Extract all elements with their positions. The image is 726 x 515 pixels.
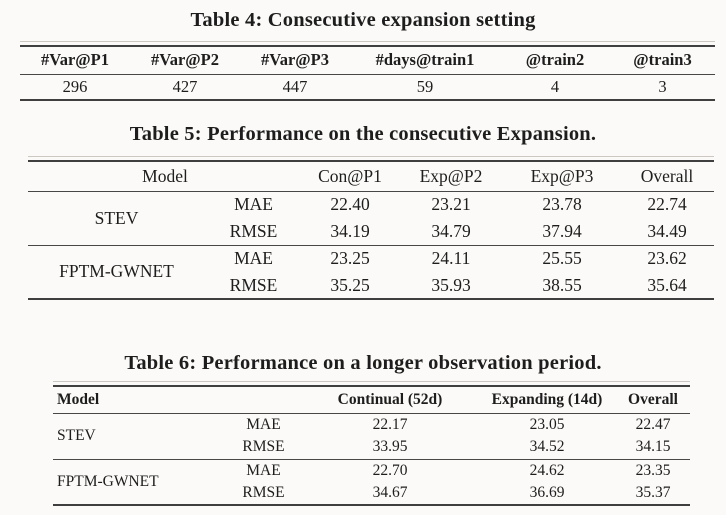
table4-container: #Var@P1 #Var@P2 #Var@P3 #days@train1 @tr… — [20, 41, 715, 101]
table4-header-days-train1: #days@train1 — [375, 50, 475, 70]
table5-caption: Table 5: Performance on the consecutive … — [129, 123, 597, 145]
table5-header-model: Model — [142, 165, 188, 186]
table-cell: 37.94 — [542, 220, 582, 241]
table4-header-train2: @train2 — [525, 50, 585, 70]
table-cell: 35.37 — [635, 484, 671, 501]
table4: #Var@P1 #Var@P2 #Var@P3 #days@train1 @tr… — [20, 45, 715, 101]
table5-row-stev-rmse: RMSE 34.19 34.79 37.94 34.49 — [28, 218, 715, 245]
table-cell: 23.78 — [542, 194, 582, 215]
table6-header-spacer — [225, 386, 302, 413]
table-cell: 22.74 — [647, 194, 687, 215]
table4-value-train2: 4 — [550, 76, 560, 96]
table5-header-con-p1: Con@P1 — [318, 165, 382, 186]
table-cell: 34.79 — [431, 220, 471, 241]
table5-container: Model Con@P1 Exp@P2 Exp@P3 Overall STEV … — [28, 156, 715, 300]
metric-label: RMSE — [242, 484, 285, 501]
table5-row-stev-mae: STEV MAE 22.40 23.21 23.78 22.74 — [28, 191, 714, 227]
table-cell: 33.95 — [372, 438, 408, 456]
table5-header-exp-p2: Exp@P2 — [419, 165, 483, 186]
table-cell: 22.40 — [330, 194, 370, 215]
table5: Model Con@P1 Exp@P2 Exp@P3 Overall STEV … — [28, 160, 715, 300]
metric-label: MAE — [246, 415, 281, 433]
table6-model-fptm-gwnet: FPTM-GWNET — [57, 472, 159, 490]
table6: Model Continual (52d) Expanding (14d) Ov… — [53, 385, 690, 506]
table6-model-stev: STEV — [57, 427, 96, 444]
table-cell: 24.11 — [431, 248, 471, 269]
table-cell: 23.35 — [635, 461, 671, 479]
table4-value-days-train1: 59 — [416, 76, 434, 96]
table4-header-var-p1: #Var@P1 — [41, 50, 109, 70]
metric-label: RMSE — [229, 220, 278, 241]
table-cell: 22.70 — [372, 461, 408, 479]
table-cell: 35.93 — [431, 274, 471, 295]
table4-header-var-p3: #Var@P3 — [261, 50, 329, 70]
table5-row-fptm-mae: FPTM-GWNET MAE 23.25 24.11 25.55 23.62 — [28, 245, 714, 281]
table5-row-fptm-rmse: RMSE 35.25 35.93 38.55 35.64 — [28, 272, 714, 299]
table6-row-fptm-mae: FPTM-GWNET MAE 22.70 24.62 23.35 — [53, 459, 690, 490]
metric-label: MAE — [246, 461, 281, 479]
table-cell: 24.62 — [529, 461, 565, 479]
metric-label: RMSE — [242, 438, 285, 456]
table6-header-model: Model — [57, 390, 100, 408]
metric-label: MAE — [234, 194, 273, 215]
table-cell: 22.17 — [372, 415, 408, 433]
table-cell: 34.67 — [372, 484, 408, 501]
table6-container: Model Continual (52d) Expanding (14d) Ov… — [53, 381, 690, 506]
table-cell: 35.25 — [330, 274, 370, 295]
table-cell: 35.64 — [647, 274, 687, 295]
table4-header-var-p2: #Var@P2 — [151, 50, 219, 70]
table-cell: 25.55 — [542, 248, 582, 269]
table-cell: 34.52 — [529, 438, 565, 456]
table-cell: 23.05 — [529, 415, 565, 433]
table5-model-fptm-gwnet: FPTM-GWNET — [59, 261, 174, 282]
metric-label: RMSE — [229, 274, 278, 295]
table4-header-train3: @train3 — [633, 50, 692, 70]
table6-header-row: Model Continual (52d) Expanding (14d) Ov… — [53, 386, 690, 413]
table-cell: 34.15 — [635, 438, 671, 456]
table-cell: 34.19 — [330, 220, 370, 241]
table-cell: 34.49 — [647, 220, 687, 241]
table5-model-stev: STEV — [94, 207, 139, 228]
table6-row-stev-rmse: RMSE 33.95 34.52 34.15 — [53, 436, 690, 459]
table4-value-var-p1: 296 — [62, 76, 88, 96]
table6-row-fptm-rmse: RMSE 34.67 36.69 35.37 — [53, 482, 690, 505]
table-cell: 23.62 — [647, 248, 687, 269]
table6-row-stev-mae: STEV MAE 22.17 23.05 22.47 — [53, 413, 690, 444]
table-cell: 22.47 — [635, 415, 671, 433]
table6-caption: Table 6: Performance on a longer observa… — [124, 352, 602, 374]
table-cell: 23.25 — [330, 248, 370, 269]
table4-value-var-p3: 447 — [282, 76, 308, 96]
table6-header-overall: Overall — [628, 390, 678, 408]
table-cell: 23.21 — [431, 194, 471, 215]
table4-value-train3: 3 — [658, 76, 667, 96]
table-cell: 36.69 — [529, 484, 565, 501]
table4-header-row: #Var@P1 #Var@P2 #Var@P3 #days@train1 @tr… — [20, 46, 715, 74]
table5-header-exp-p3: Exp@P3 — [530, 165, 594, 186]
table4-value-var-p2: 427 — [172, 76, 198, 96]
table4-value-row: 296 427 447 59 4 3 — [20, 74, 715, 100]
table4-caption: Table 4: Consecutive expansion setting — [190, 9, 536, 31]
table6-header-expanding: Expanding (14d) — [491, 390, 603, 408]
table6-header-continual: Continual (52d) — [337, 390, 443, 408]
table-cell: 38.55 — [542, 274, 582, 295]
table5-header-row: Model Con@P1 Exp@P2 Exp@P3 Overall — [28, 161, 715, 191]
metric-label: MAE — [234, 248, 273, 269]
table5-header-overall: Overall — [640, 165, 694, 186]
